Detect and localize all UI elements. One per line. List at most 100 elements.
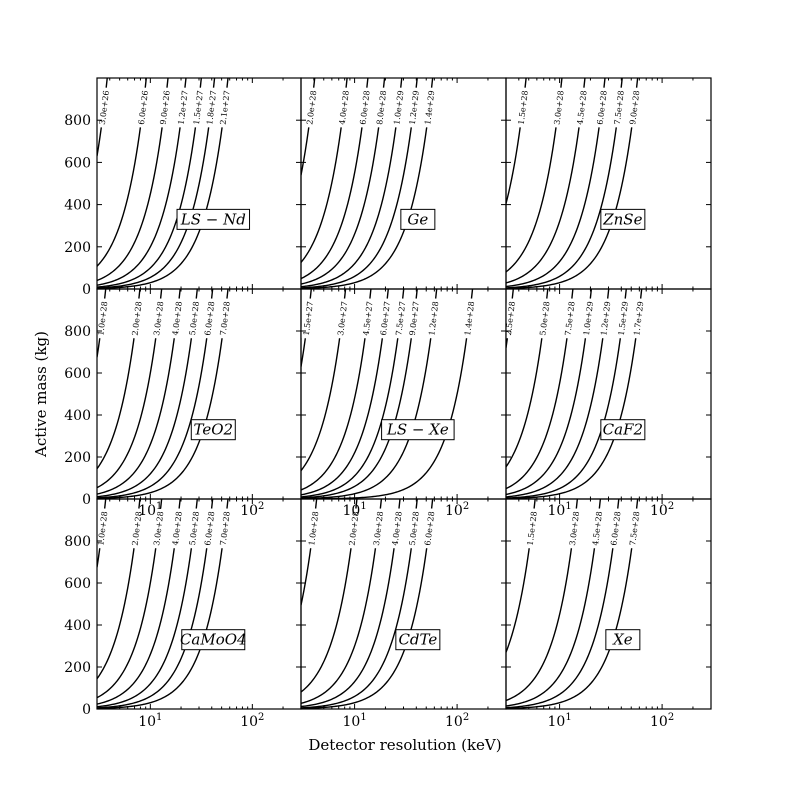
contour-label: 7.0e+28 (219, 511, 232, 546)
y-tick-label: 800 (64, 324, 91, 340)
contour-lines: 6.0e+285.0e+28 4.0e+28 3.0e+28 2.0e+28 1.0e+… (301, 499, 437, 709)
contour-label: 4.0e+28 (171, 511, 184, 546)
contour-label-bg (562, 297, 577, 339)
contour-label: 6.0e+26 (137, 90, 150, 125)
panel-name: LS − Nd (180, 210, 246, 228)
contour-line-1 (506, 499, 639, 709)
contour-line-2 (97, 289, 214, 499)
contour-label: 6.0e+28 (609, 511, 622, 546)
contour-line-5 (97, 78, 169, 282)
contour-lines: 1.4e+291.2e+291.0e+29 8.0e+28 6.0e+28 4.0e+… (301, 78, 437, 289)
contour-line-2 (301, 499, 418, 709)
y-tick-label: 800 (64, 113, 91, 129)
contour-label: 1.7e+29 (632, 301, 645, 336)
contour-label: 7.5e+28 (628, 511, 641, 546)
contour-label-bg (594, 87, 610, 129)
contour-label-bg (150, 297, 166, 339)
contour-label-bg (574, 87, 589, 129)
contour-line-4 (97, 499, 181, 705)
contour-label: 3.0e+28 (553, 90, 566, 125)
contour-label-bg (611, 87, 627, 129)
contour-line-3 (506, 78, 606, 288)
contour-label: 1.0e+29 (392, 90, 405, 125)
contour-label: 6.0e+28 (203, 301, 216, 336)
contour-line-1 (301, 289, 474, 499)
panel-name: TeO2 (193, 421, 233, 439)
contour-line-2 (97, 78, 216, 289)
contour-label-bg (201, 507, 217, 549)
contour-line-6 (301, 78, 348, 263)
x-axis-label: Detector resolution (keV) (308, 736, 501, 754)
contour-label: 2.0e+28 (348, 511, 361, 546)
x-tick-label: 101 (138, 712, 162, 730)
panel-name: LS − Xe (386, 421, 449, 439)
contour-line-4 (301, 78, 386, 285)
contour-label-bg (524, 507, 540, 549)
contour-label-bg (135, 87, 151, 129)
panel-name-box (600, 419, 646, 441)
contour-label: 2.5e+28 (504, 301, 517, 336)
contour-label-bg (360, 297, 375, 339)
contour-label-bg (346, 507, 361, 549)
contour-label: 1.5e+28 (517, 90, 530, 125)
contour-line-6 (97, 289, 141, 470)
contour-label-bg (357, 87, 372, 129)
contour-label: 9.0e+26 (159, 90, 172, 125)
contour-label-bg (169, 507, 185, 549)
contour-label: 4.5e+28 (576, 90, 589, 125)
contour-label: 1.2e+29 (408, 90, 421, 125)
contour-lines: 7.5e+28 6.0e+28 4.5e+28 3.0e+28 1.5e+28 (506, 499, 642, 709)
x-tick-label: 102 (240, 712, 264, 730)
contour-label: 2.1e+27 (219, 90, 232, 125)
contour-label-bg (615, 297, 631, 339)
contour-label-bg (186, 507, 202, 549)
contour-label-bg (186, 297, 202, 339)
x-tick-label: 101 (342, 712, 366, 730)
panel-frame (96, 288, 302, 500)
y-tick-label: 400 (64, 618, 91, 634)
contour-lines: 7.0e+286.0e+285.0e+28 4.0e+28 3.0e+28 2.0e+… (96, 499, 233, 709)
x-tick-label-top: 102 (650, 501, 674, 519)
contour-label-bg (334, 297, 350, 339)
contour-label-bg (97, 87, 112, 129)
contour-line-1 (506, 289, 643, 499)
contour-label-bg (406, 87, 422, 129)
panel-ls-nd: 2.1e+271.8e+271.5e+271.2e+27 9.0e+26 6.0e+… (64, 77, 302, 298)
y-tick-label: 200 (64, 660, 91, 676)
panel-name-box (395, 629, 441, 651)
contour-line-7 (97, 289, 107, 358)
contour-line-1 (97, 78, 229, 289)
contour-line-4 (506, 78, 586, 284)
contour-label: 1.0e+28 (96, 511, 109, 546)
x-tick-label-top: 102 (240, 501, 264, 519)
contour-label-bg (406, 507, 422, 549)
contour-label: 2.0e+28 (131, 301, 144, 336)
contour-label-bg (461, 297, 477, 339)
contour-line-6 (301, 289, 372, 491)
contour-label-bg (129, 297, 144, 339)
contour-line-2 (301, 289, 438, 499)
contour-label: 1.5e+29 (617, 301, 630, 336)
x-tick-label: 101 (547, 712, 571, 730)
contour-line-5 (97, 289, 163, 489)
contour-line-5 (301, 78, 369, 280)
contour-label: 9.0e+28 (628, 90, 641, 125)
y-axis-label: Active mass (kg) (32, 331, 50, 458)
contour-label: 1.0e+29 (582, 301, 595, 336)
contour-line-6 (97, 78, 147, 267)
panel-name-box (605, 629, 641, 651)
x-tick-label-top: 101 (342, 501, 366, 519)
contour-line-3 (301, 289, 418, 499)
panel-ls-xe: 1.4e+28 1.2e+28 9.0e+277.5e+276.0e+27 4.5e+… (300, 288, 507, 500)
contour-line-3 (301, 78, 403, 288)
contour-label-bg (580, 297, 596, 339)
y-tick-label: 0 (82, 492, 91, 508)
contour-label: 1.8e+27 (205, 90, 218, 125)
panel-name-box (600, 208, 646, 230)
contour-line-1 (301, 78, 434, 289)
contour-label-bg (336, 87, 352, 129)
contour-label: 1.5e+27 (192, 90, 205, 125)
contour-line-4 (97, 78, 187, 286)
contour-label-bg (305, 507, 321, 549)
